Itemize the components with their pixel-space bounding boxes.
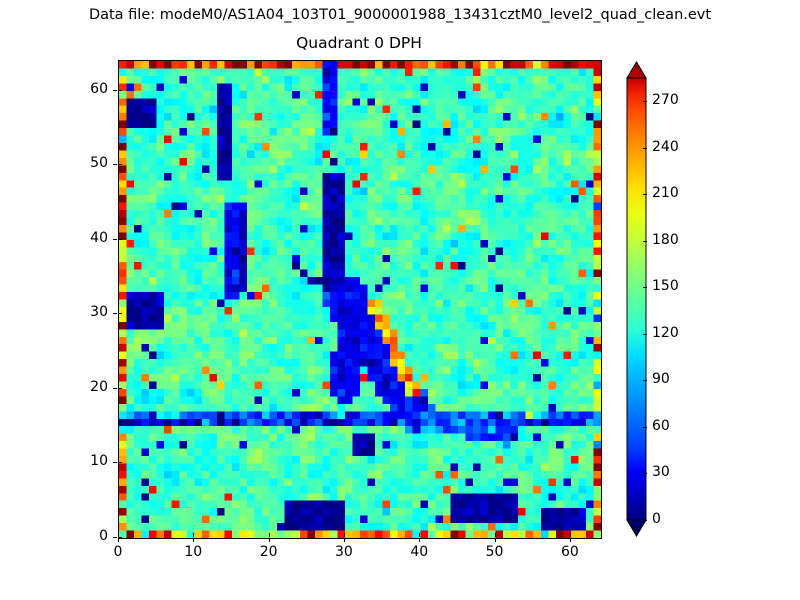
- y-tick-mark: [113, 313, 117, 315]
- x-tick-mark: [569, 538, 571, 542]
- x-tick-mark-inner: [343, 533, 345, 537]
- colorbar-tick-mark: [643, 426, 647, 428]
- y-tick-mark-inner: [118, 387, 122, 389]
- axes-title: Quadrant 0 DPH: [296, 34, 422, 52]
- colorbar-tick-mark: [643, 473, 647, 475]
- colorbar-tick-label: 150: [652, 278, 679, 295]
- x-tick-mark: [343, 538, 345, 542]
- x-tick-label: 20: [259, 544, 278, 560]
- x-tick-mark-inner: [268, 533, 270, 537]
- x-tick-mark-inner: [494, 533, 496, 537]
- x-tick-mark-inner: [118, 533, 119, 537]
- colorbar-tick-label: 270: [652, 92, 679, 109]
- x-tick-mark: [118, 538, 119, 542]
- y-tick-label: 20: [90, 378, 108, 395]
- x-tick-mark-inner: [419, 533, 421, 537]
- x-tick-mark: [419, 538, 421, 542]
- y-tick-mark-inner: [118, 164, 122, 166]
- y-tick-label: 60: [90, 80, 108, 97]
- x-tick-mark-inner: [569, 533, 571, 537]
- colorbar-tick-label: 90: [652, 371, 670, 388]
- x-tick-mark: [268, 538, 270, 542]
- colorbar-tick-label: 210: [652, 185, 679, 202]
- y-tick-mark: [113, 387, 117, 389]
- y-tick-mark-inner: [118, 462, 122, 464]
- x-tick-mark-inner: [193, 533, 195, 537]
- heatmap-axes: [118, 60, 602, 539]
- x-tick-label: 60: [560, 544, 579, 560]
- colorbar-gradient: [626, 61, 647, 537]
- y-tick-mark: [113, 89, 117, 91]
- colorbar-tick-mark: [643, 101, 647, 103]
- x-tick-label: 30: [335, 544, 353, 560]
- colorbar-tick-label: 180: [652, 231, 679, 248]
- colorbar-tick-mark: [643, 333, 647, 335]
- colorbar-tick-mark: [643, 240, 647, 242]
- y-tick-mark: [113, 238, 117, 240]
- figure-suptitle: Data file: modeM0/AS1A04_103T01_90000019…: [88, 7, 712, 23]
- colorbar-tick-label: 30: [652, 464, 670, 481]
- colorbar-tick-label: 0: [652, 511, 661, 527]
- colorbar-tick-label: 120: [652, 324, 679, 341]
- colorbar-tick-mark: [643, 287, 647, 289]
- colorbar-tick-mark: [643, 194, 647, 196]
- y-tick-mark: [113, 462, 117, 464]
- x-tick-label: 40: [410, 544, 429, 560]
- y-tick-label: 30: [90, 304, 108, 321]
- y-tick-label: 10: [90, 453, 108, 470]
- x-tick-mark: [193, 538, 195, 542]
- colorbar-tick-label: 240: [652, 138, 679, 155]
- y-tick-mark-inner: [118, 238, 122, 240]
- y-tick-mark: [113, 537, 117, 538]
- y-tick-mark: [113, 164, 117, 166]
- y-tick-mark-inner: [118, 537, 122, 538]
- x-tick-mark: [494, 538, 496, 542]
- y-tick-label: 50: [90, 155, 108, 172]
- heatmap-image: [119, 61, 601, 538]
- y-tick-label: 0: [99, 528, 108, 544]
- y-tick-mark-inner: [118, 89, 122, 91]
- x-tick-label: 0: [113, 544, 123, 560]
- colorbar-tick-mark: [643, 147, 647, 149]
- colorbar-tick-mark: [643, 380, 647, 382]
- x-tick-label: 10: [184, 544, 203, 560]
- colorbar-tick-mark: [643, 520, 647, 521]
- colorbar: [626, 60, 647, 538]
- x-tick-label: 50: [485, 544, 504, 560]
- y-tick-mark-inner: [118, 313, 122, 315]
- colorbar-tick-label: 60: [652, 417, 670, 434]
- y-tick-label: 40: [90, 229, 108, 246]
